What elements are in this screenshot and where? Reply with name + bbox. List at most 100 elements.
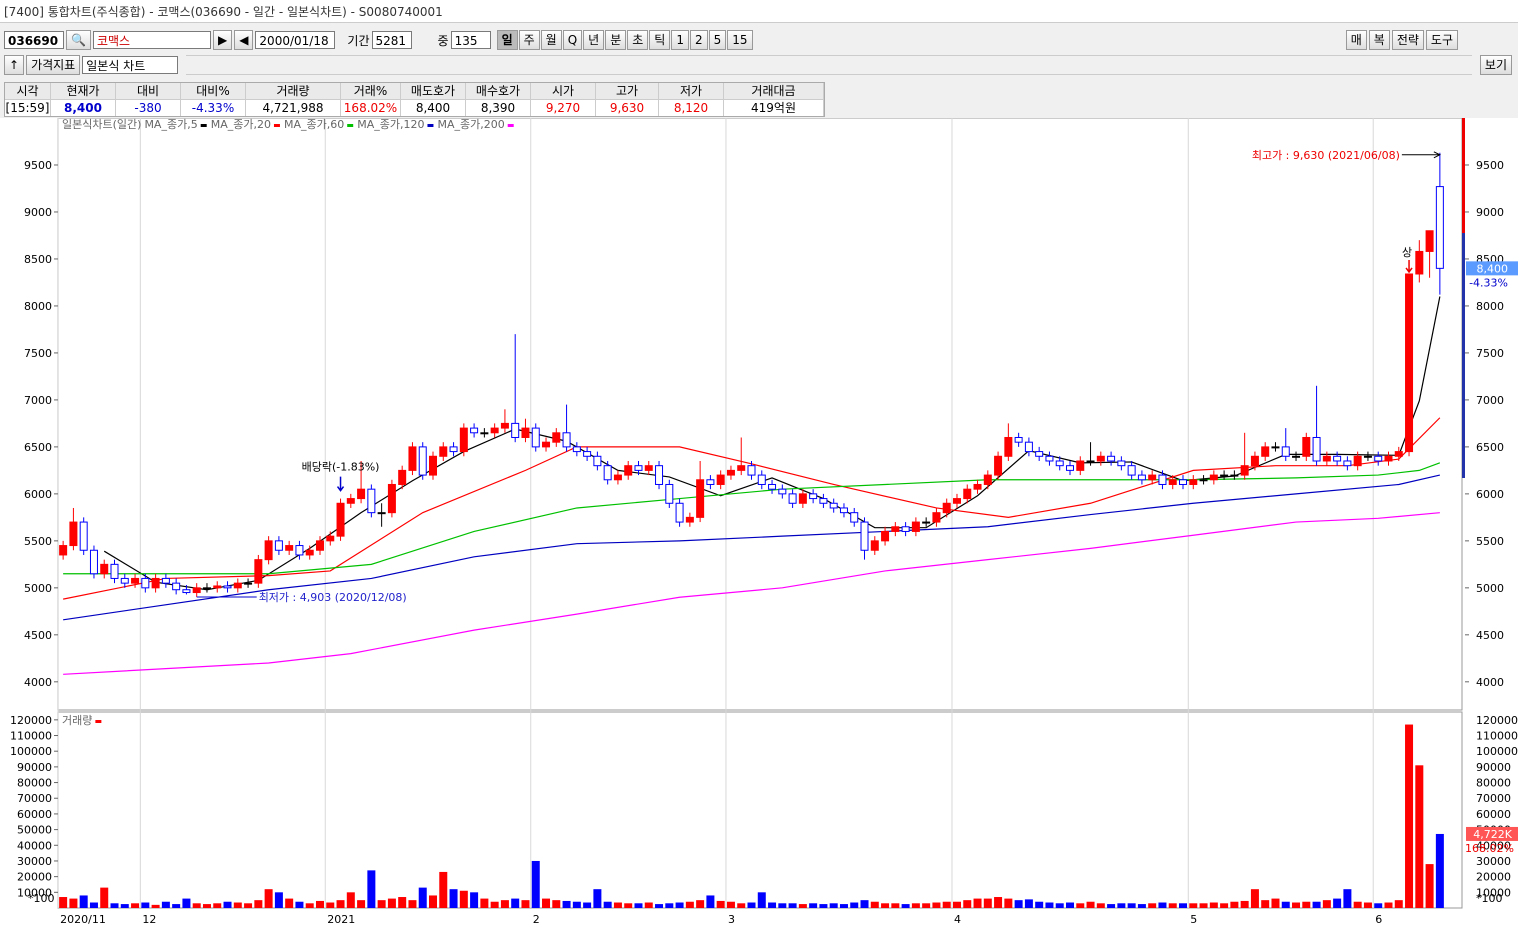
interval-button[interactable]: 년 bbox=[583, 30, 605, 50]
y-tick-label: 7500 bbox=[1476, 347, 1504, 360]
up-button[interactable]: ↑ bbox=[4, 55, 25, 75]
candle-body bbox=[141, 577, 150, 589]
candle-body bbox=[860, 521, 869, 551]
candle-body bbox=[315, 540, 324, 551]
interval-button[interactable]: 일 bbox=[496, 30, 518, 50]
candle-body bbox=[233, 582, 242, 589]
next-button[interactable]: ▶ bbox=[212, 30, 233, 50]
candle-body bbox=[1220, 474, 1229, 477]
candle-body bbox=[1086, 460, 1095, 463]
tool-button[interactable]: 복 bbox=[1368, 30, 1390, 50]
volume-panel bbox=[57, 711, 1463, 909]
current-volume: 4,722K bbox=[1473, 828, 1512, 841]
volume-bar bbox=[1250, 889, 1259, 908]
view-button[interactable]: 보기 bbox=[1479, 55, 1512, 75]
volume-bar bbox=[367, 870, 376, 908]
interval-button[interactable]: Q bbox=[562, 30, 583, 50]
candle-body bbox=[891, 526, 900, 532]
y-tick-label: 6000 bbox=[1476, 488, 1504, 501]
name-input[interactable]: 코맥스 bbox=[92, 31, 211, 49]
tool-button[interactable]: 전략 bbox=[1391, 30, 1424, 50]
moving-average-line bbox=[63, 474, 1440, 621]
volume-bar bbox=[449, 889, 458, 908]
volume-bar bbox=[716, 900, 725, 908]
candle-body bbox=[613, 474, 622, 481]
prev-button[interactable]: ◀ bbox=[234, 30, 254, 50]
interval-button[interactable]: 2 bbox=[689, 30, 708, 50]
candle-body bbox=[829, 502, 838, 509]
volume-bar bbox=[100, 887, 109, 908]
date-input[interactable]: 2000/01/18 bbox=[255, 31, 336, 49]
candle-body bbox=[911, 521, 920, 532]
volume-bar bbox=[1384, 902, 1393, 908]
interval-button[interactable]: 5 bbox=[708, 30, 727, 50]
volume-bar bbox=[1343, 889, 1352, 908]
interval-buttons: 일 주 월 Q 년 분 초 틱 1 2 5 15 bbox=[496, 30, 753, 50]
candle-body bbox=[1435, 186, 1444, 269]
candle-body bbox=[1148, 474, 1157, 481]
volume-bar bbox=[603, 901, 612, 908]
candle-body bbox=[1096, 455, 1105, 462]
candle-body bbox=[1333, 455, 1342, 462]
volume-bar bbox=[870, 901, 879, 908]
candle-body bbox=[901, 526, 910, 532]
quote-header: 시가 bbox=[531, 83, 596, 100]
interval-button[interactable]: 월 bbox=[540, 30, 562, 50]
candle-body bbox=[644, 465, 653, 471]
y-tick-label: 7000 bbox=[1476, 394, 1504, 407]
volume-bar bbox=[839, 904, 848, 908]
volume-bar bbox=[531, 860, 540, 908]
candle-body bbox=[952, 498, 961, 504]
interval-button[interactable]: 초 bbox=[627, 30, 649, 50]
y-tick-label: 110000 bbox=[1476, 730, 1518, 743]
candle-body bbox=[274, 540, 283, 551]
candle-body bbox=[408, 446, 417, 471]
low-annotation: 최저가 : 4,903 (2020/12/08) bbox=[259, 591, 407, 604]
volume-bar bbox=[1179, 903, 1188, 908]
period-input[interactable]: 5281 bbox=[371, 31, 412, 49]
right-indicator bbox=[1462, 233, 1465, 478]
volume-bar bbox=[1158, 902, 1167, 908]
volume-bar bbox=[1189, 903, 1198, 908]
candle-body bbox=[706, 479, 715, 485]
interval-button[interactable]: 분 bbox=[605, 30, 627, 50]
y-tick-label: 110000 bbox=[10, 730, 52, 743]
moving-average-line bbox=[63, 462, 1441, 575]
tool-button[interactable]: 도구 bbox=[1425, 30, 1458, 50]
current-change: -4.33% bbox=[1469, 276, 1508, 289]
volume-bar bbox=[942, 901, 951, 908]
interval-button[interactable]: 15 bbox=[727, 30, 753, 50]
candle-body bbox=[1230, 474, 1239, 477]
volume-bar bbox=[408, 900, 417, 908]
quote-header: 시각 bbox=[5, 83, 51, 100]
volume-bar bbox=[644, 902, 653, 908]
interval-button[interactable]: 주 bbox=[518, 30, 540, 50]
count-input[interactable]: 135 bbox=[450, 31, 491, 49]
y-tick-label: 7500 bbox=[24, 347, 52, 360]
drawing-tools bbox=[186, 55, 1472, 75]
interval-button[interactable]: 1 bbox=[671, 30, 689, 50]
tool-button[interactable]: 매 bbox=[1345, 30, 1367, 50]
candle-body bbox=[346, 498, 355, 504]
candle-body bbox=[932, 512, 941, 523]
volume-bar bbox=[151, 904, 160, 908]
y-tick-label: 30000 bbox=[1476, 855, 1511, 868]
candle-body bbox=[839, 507, 848, 514]
chart-style-select[interactable]: 일본식 차트 bbox=[82, 56, 179, 74]
right-buttons: 매 복 전략 도구 bbox=[1345, 30, 1458, 50]
y-tick-label: 4000 bbox=[1476, 676, 1504, 689]
volume-unit: *100 bbox=[1476, 892, 1503, 905]
candle-body bbox=[398, 469, 407, 485]
quote-value: 8,390 bbox=[466, 100, 531, 116]
search-button[interactable]: 🔍 bbox=[66, 30, 91, 50]
candle-body bbox=[994, 455, 1003, 476]
candle-body bbox=[1415, 250, 1424, 275]
quote-value: 9,270 bbox=[531, 100, 596, 116]
volume-bar bbox=[1271, 898, 1280, 908]
interval-button[interactable]: 틱 bbox=[649, 30, 671, 50]
y-tick-label: 5000 bbox=[24, 582, 52, 595]
volume-bar bbox=[1220, 903, 1229, 908]
code-input[interactable]: 036690 bbox=[4, 31, 64, 49]
indicator-button[interactable]: 가격지표 bbox=[26, 55, 81, 75]
legend-entry: MA_종가,5 bbox=[144, 118, 197, 131]
